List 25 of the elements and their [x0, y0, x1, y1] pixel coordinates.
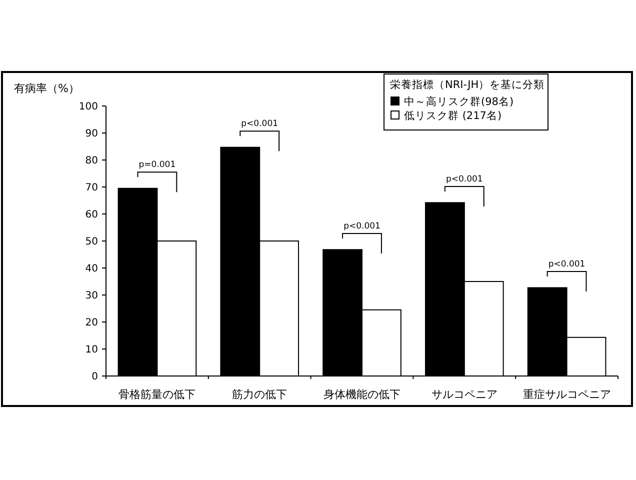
- y-axis-title: 有病率（%）: [14, 82, 80, 95]
- y-tick-label: 50: [85, 236, 98, 248]
- legend-title: 栄養指標（NRI-JH）を基に分類: [390, 78, 545, 91]
- legend-label: 低リスク群 (217名): [404, 110, 502, 122]
- x-tick-label: 骨格筋量の低下: [118, 388, 196, 401]
- annotation: p<0.001: [548, 260, 586, 270]
- annotation: p<0.001: [344, 221, 380, 232]
- y-tick-label: 100: [78, 102, 98, 112]
- annotation: p=0.001: [138, 160, 176, 170]
- y-tick-label: 70: [85, 182, 98, 194]
- x-tick-label: 筋力の低下: [232, 388, 288, 401]
- y-tick-label: 40: [85, 264, 98, 274]
- y-tick-label: 10: [85, 344, 98, 356]
- y-tick-label: 90: [85, 128, 98, 140]
- x-tick-label: 身体機能の低下: [324, 388, 400, 401]
- y-tick-label: 60: [85, 210, 98, 220]
- x-tick-label: 重症サルコペニア: [522, 388, 611, 401]
- annotation: p<0.001: [446, 174, 483, 184]
- annotation: p<0.001: [241, 119, 278, 130]
- y-tick-label: 0: [92, 372, 98, 382]
- legend-label: 中～高リスク群(98名): [404, 95, 514, 108]
- x-tick-label: サルコペニア: [431, 388, 498, 401]
- y-tick-label: 20: [85, 318, 98, 328]
- y-tick-label: 30: [85, 290, 98, 302]
- y-tick-label: 80: [85, 156, 98, 166]
